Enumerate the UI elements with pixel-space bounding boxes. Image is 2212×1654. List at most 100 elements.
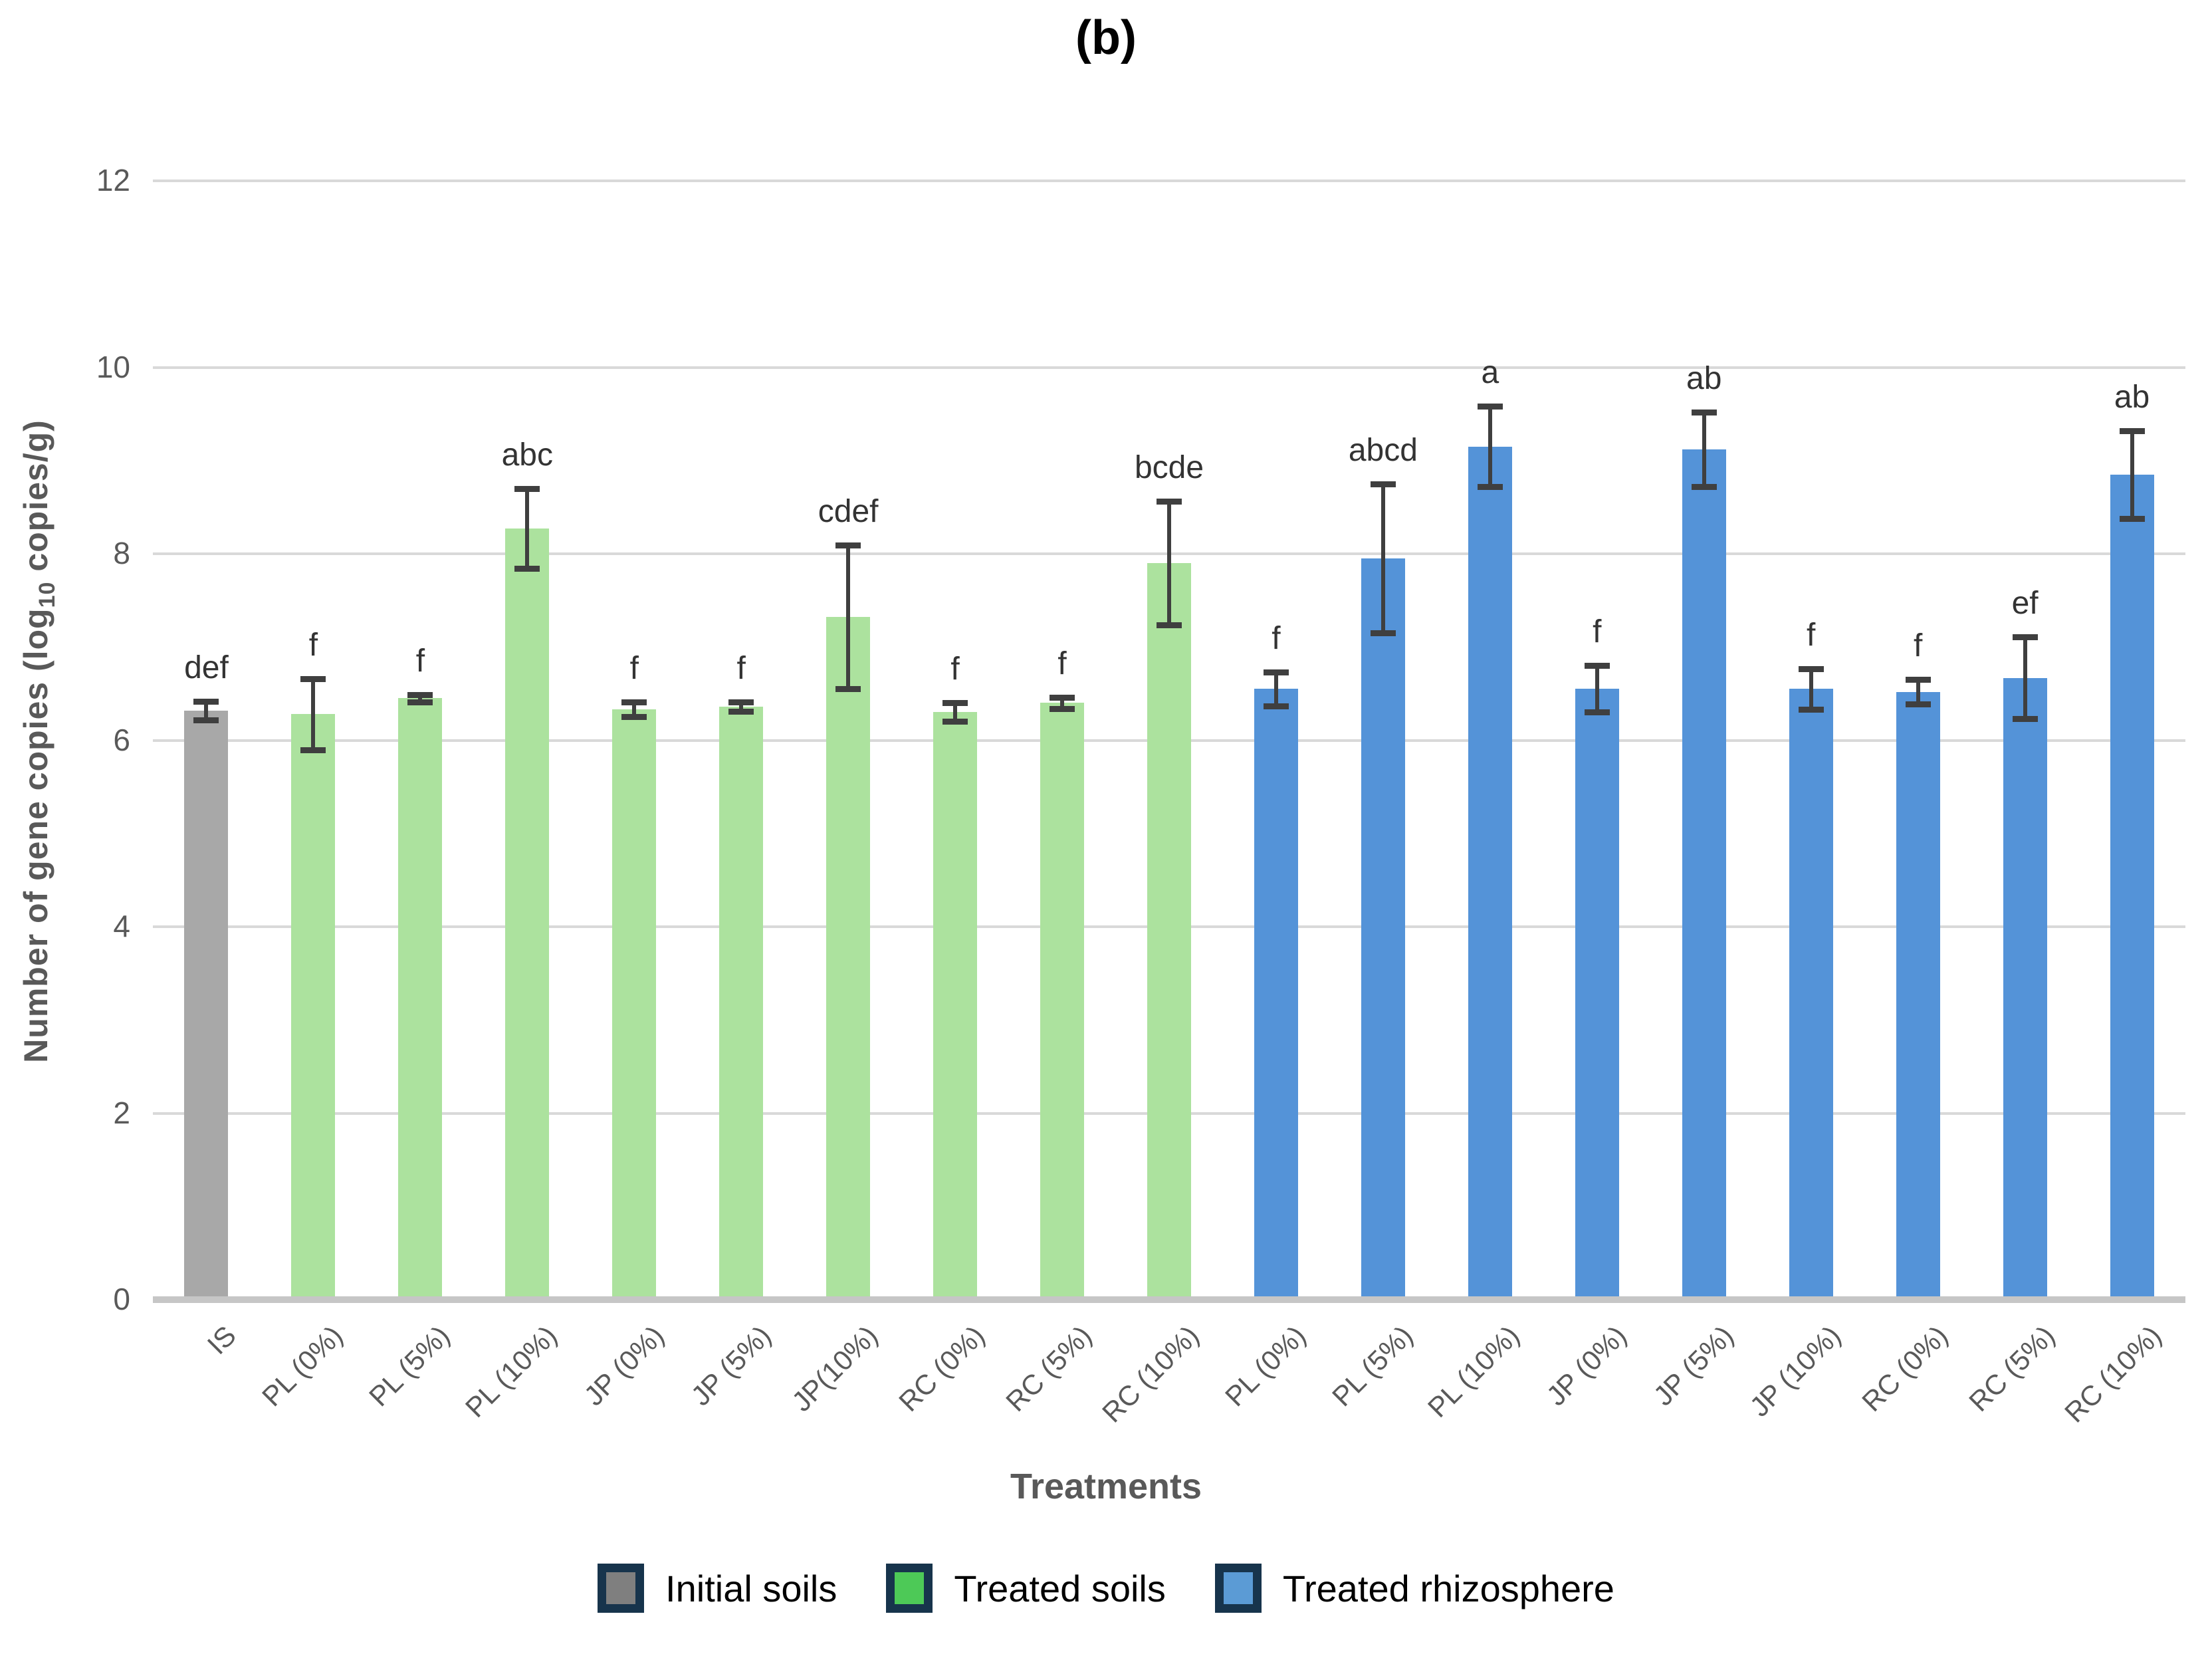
error-bar-cap-top bbox=[1477, 404, 1503, 410]
legend-swatch-initial-soils bbox=[598, 1564, 645, 1613]
sig-letter-10: f bbox=[1272, 621, 1281, 657]
sig-letter-12: a bbox=[1481, 355, 1499, 391]
y-tick-label-4: 4 bbox=[113, 909, 130, 943]
bar-4-JP0 bbox=[612, 709, 657, 1300]
sig-letter-14: ab bbox=[1686, 360, 1722, 396]
x-tick-label-7: RC (0%) bbox=[893, 1320, 991, 1418]
x-tick-label-6: JP(10%) bbox=[786, 1320, 884, 1418]
y-tick-label-0: 0 bbox=[113, 1282, 130, 1316]
error-bar-cap-bottom bbox=[1050, 705, 1075, 712]
x-tick-label-14: JP (5%) bbox=[1647, 1320, 1739, 1412]
x-tick-label-4: JP (0%) bbox=[578, 1320, 670, 1412]
error-bar-cap-bottom bbox=[2012, 716, 2038, 723]
error-bar-cap-top bbox=[942, 700, 968, 707]
x-tick-label-16: RC (0%) bbox=[1855, 1320, 1953, 1418]
sig-letter-2: f bbox=[415, 643, 425, 679]
error-bar-line bbox=[1595, 665, 1599, 713]
error-bar-cap-bottom bbox=[2119, 515, 2145, 522]
error-bar-line bbox=[1809, 668, 1813, 710]
gridline-12 bbox=[153, 179, 2185, 182]
error-bar-cap-top bbox=[621, 699, 647, 705]
x-tick-label-13: JP (0%) bbox=[1540, 1320, 1633, 1412]
error-bar-cap-bottom bbox=[835, 686, 861, 693]
error-bar-line bbox=[2130, 430, 2134, 519]
y-tick-label-12: 12 bbox=[96, 163, 130, 197]
error-bar-cap-top bbox=[1905, 677, 1931, 683]
error-bar-line bbox=[1381, 483, 1385, 634]
y-axis-title-text: Number of gene copies (log bbox=[17, 608, 55, 1063]
error-bar-cap-top bbox=[728, 699, 754, 705]
sig-letter-5: f bbox=[736, 650, 746, 686]
x-tick-label-10: PL (0%) bbox=[1218, 1320, 1312, 1413]
sig-letter-11: abcd bbox=[1348, 432, 1418, 468]
sig-letter-13: f bbox=[1593, 614, 1602, 650]
legend-swatch-treated-soils bbox=[886, 1564, 933, 1613]
chart-title: (b) bbox=[1075, 11, 1137, 64]
legend-label-0: Initial soils bbox=[665, 1567, 837, 1609]
bar-18-RC10 bbox=[2110, 474, 2154, 1300]
x-tick-label-9: RC (10%) bbox=[1095, 1320, 1205, 1429]
error-bar-cap-top bbox=[1691, 409, 1717, 415]
bar-10-PL0 bbox=[1254, 689, 1298, 1300]
error-bar-cap-top bbox=[1370, 481, 1396, 487]
error-bar-cap-top bbox=[514, 485, 540, 492]
error-bar-cap-bottom bbox=[407, 699, 433, 705]
bar-0-IS bbox=[184, 710, 229, 1300]
sig-letter-9: bcde bbox=[1134, 450, 1204, 486]
error-bar-line bbox=[632, 701, 637, 717]
bar-15-JP10 bbox=[1789, 689, 1833, 1300]
bar-5-JP5 bbox=[719, 707, 764, 1300]
error-bar-line bbox=[2023, 636, 2027, 719]
sig-letter-16: f bbox=[1913, 628, 1923, 664]
error-bar-line bbox=[1702, 412, 1706, 487]
error-bar-cap-bottom bbox=[942, 719, 968, 725]
error-bar-cap-bottom bbox=[1798, 707, 1824, 713]
sig-letter-17: ef bbox=[2011, 585, 2039, 621]
bar-3-PL10 bbox=[505, 529, 550, 1300]
x-tick-label-3: PL (10%) bbox=[459, 1320, 563, 1423]
legend-swatch-treated-rhizosphere bbox=[1214, 1564, 1262, 1613]
bar-1-PL0 bbox=[291, 714, 336, 1300]
error-bar-line bbox=[953, 703, 958, 722]
x-axis-line bbox=[153, 1296, 2185, 1303]
error-bar-cap-top bbox=[2119, 427, 2145, 434]
error-bar-cap-bottom bbox=[1691, 484, 1717, 491]
error-bar-line bbox=[846, 545, 851, 689]
error-bar-cap-top bbox=[1584, 663, 1610, 669]
error-bar-cap-bottom bbox=[1905, 701, 1931, 707]
bar-14-JP5 bbox=[1682, 449, 1726, 1300]
error-bar-cap-top bbox=[1157, 499, 1182, 505]
sig-letter-3: abc bbox=[501, 437, 553, 473]
error-bar-cap-top bbox=[2012, 634, 2038, 640]
y-tick-label-2: 2 bbox=[113, 1095, 130, 1130]
sig-letter-7: f bbox=[950, 651, 960, 687]
sig-letter-0: def bbox=[184, 650, 229, 685]
error-bar-line bbox=[1916, 679, 1920, 704]
error-bar-line bbox=[1273, 672, 1278, 706]
bar-6-JP10 bbox=[826, 617, 871, 1300]
x-tick-label-2: PL (5%) bbox=[363, 1320, 456, 1413]
bar-8-RC5 bbox=[1040, 703, 1085, 1300]
error-bar-cap-bottom bbox=[514, 566, 540, 572]
x-axis-title: Treatments bbox=[1010, 1467, 1202, 1506]
bar-13-JP0 bbox=[1575, 689, 1619, 1300]
error-bar-cap-top bbox=[407, 691, 433, 698]
x-tick-label-17: RC (5%) bbox=[1962, 1320, 2060, 1418]
gridline-10 bbox=[153, 366, 2185, 369]
x-tick-label-15: JP (10%) bbox=[1743, 1320, 1846, 1423]
legend-label-1: Treated soils bbox=[954, 1567, 1166, 1609]
y-tick-label-6: 6 bbox=[113, 722, 130, 757]
sig-letter-18: ab bbox=[2114, 379, 2150, 415]
x-tick-label-12: PL (10%) bbox=[1422, 1320, 1526, 1423]
x-tick-label-18: RC (10%) bbox=[2058, 1320, 2167, 1429]
legend-item-0: Initial soils bbox=[598, 1564, 837, 1613]
legend-item-1: Treated soils bbox=[886, 1564, 1166, 1613]
x-tick-label-0: IS bbox=[201, 1320, 242, 1361]
error-bar-cap-bottom bbox=[621, 714, 647, 721]
error-bar-line bbox=[204, 701, 209, 720]
bar-16-RC0 bbox=[1896, 691, 1940, 1300]
error-bar-cap-bottom bbox=[1584, 709, 1610, 716]
y-axis-title-subscript: 10 bbox=[35, 581, 60, 608]
error-bar-cap-top bbox=[193, 698, 219, 705]
x-tick-label-5: JP (5%) bbox=[685, 1320, 777, 1412]
